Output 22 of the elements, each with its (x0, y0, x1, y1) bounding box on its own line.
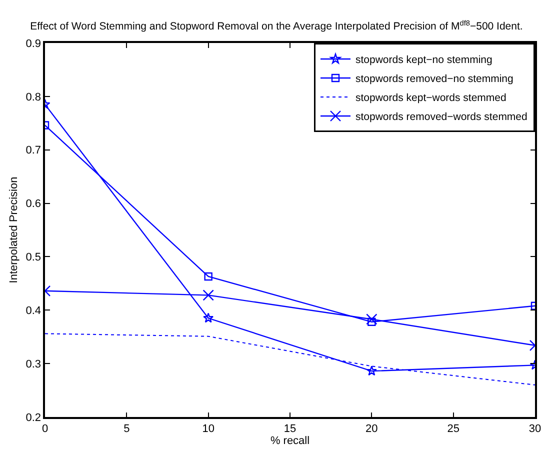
legend-label: stopwords removed−words stemmed (356, 111, 528, 124)
y-tick-label: 0.5 (26, 252, 42, 264)
x-tick-label: 0 (42, 422, 48, 435)
y-tick-label: 0.8 (26, 91, 42, 104)
x-tick-label: 25 (447, 422, 460, 435)
y-tick-label: 0.6 (26, 198, 42, 210)
y-tick-label: 0.7 (26, 144, 42, 157)
y-tick-label: 0.2 (26, 412, 42, 424)
legend-label: stopwords removed−no stemming (356, 73, 514, 86)
legend-label: stopwords kept−no stemming (356, 54, 493, 66)
y-axis-title: Interpolated Precision (8, 176, 20, 284)
y-tick-label: 0.3 (26, 358, 42, 370)
x-tick-label: 20 (366, 422, 378, 435)
chart-title: Effect of Word Stemming and Stopword Removal on the Average Interpolated Precision of M$^{df8}$−500 Ident. (30, 18, 523, 33)
x-tick-label: 15 (284, 422, 296, 435)
y-tick-label: 0.4 (26, 304, 42, 317)
y-tick-label: 0.9 (26, 38, 42, 50)
x-tick-label: 10 (202, 422, 214, 435)
x-axis-title: % recall (270, 434, 310, 447)
x-tick-label: 5 (124, 422, 130, 435)
legend-label: stopwords kept−words stemmed (356, 92, 507, 104)
x-tick-label: 30 (528, 422, 542, 435)
